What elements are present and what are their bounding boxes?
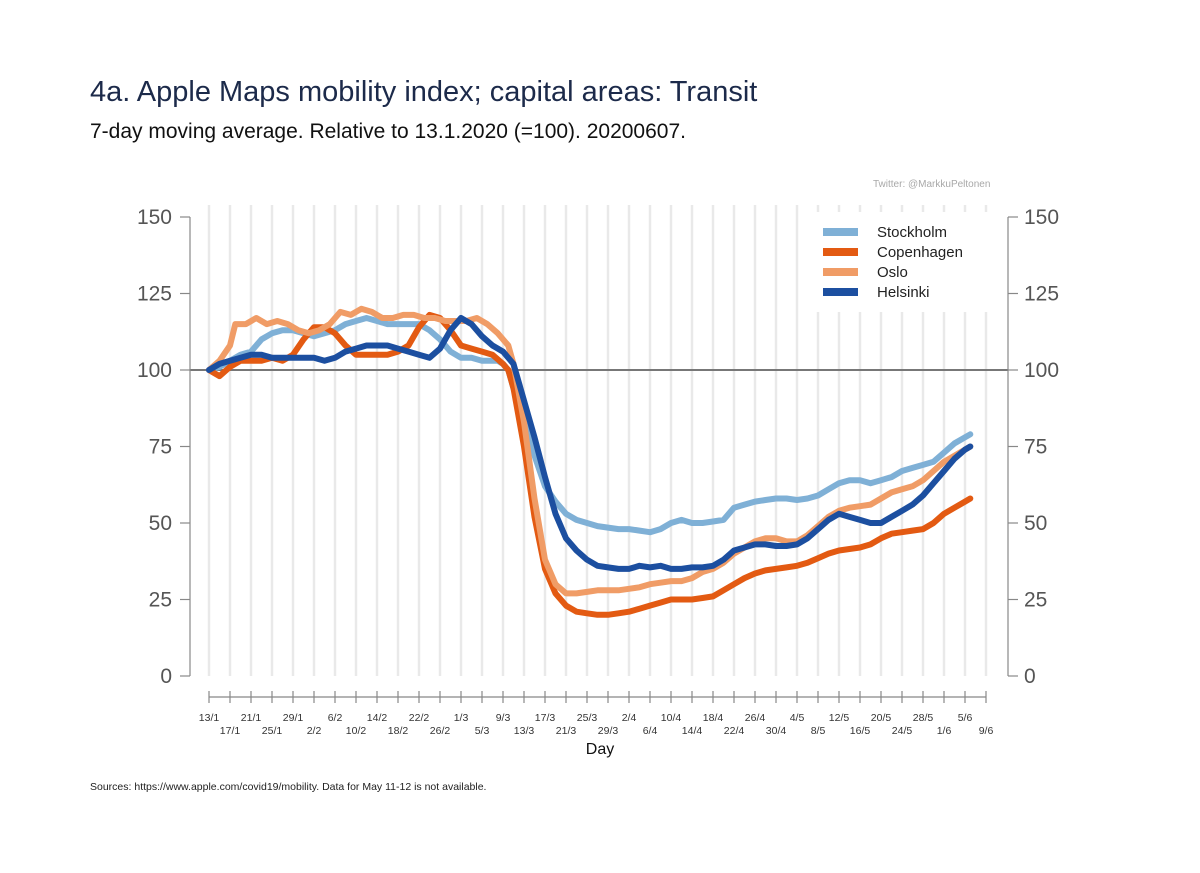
x-tick-label-upper: 4/5: [790, 712, 805, 724]
x-tick-label-lower: 14/4: [682, 725, 703, 737]
x-tick-label-lower: 10/2: [346, 725, 367, 737]
x-tick-label-upper: 6/2: [328, 712, 343, 724]
x-tick-label-upper: 20/5: [871, 712, 892, 724]
x-tick-label-lower: 6/4: [643, 725, 658, 737]
y-tick-label-left: 125: [137, 283, 172, 306]
x-tick-label-lower: 16/5: [850, 725, 871, 737]
series-line-oslo: [206, 305, 974, 597]
x-tick-label-lower: 2/2: [307, 725, 322, 737]
x-tick-label-lower: 22/4: [724, 725, 745, 737]
x-tick-label-upper: 13/1: [199, 712, 220, 724]
series-line-copenhagen: [206, 311, 974, 618]
x-tick-label-upper: 21/1: [241, 712, 262, 724]
x-axis-title: Day: [586, 741, 614, 758]
chart-subtitle: 7-day moving average. Relative to 13.1.2…: [90, 120, 686, 143]
x-tick-label-lower: 25/1: [262, 725, 283, 737]
x-tick-label-upper: 9/3: [496, 712, 511, 724]
x-tick-label-upper: 29/1: [283, 712, 304, 724]
x-tick-label-lower: 26/2: [430, 725, 451, 737]
legend-label-copenhagen: Copenhagen: [877, 244, 963, 261]
legend-swatch-stockholm: [823, 228, 858, 236]
x-tick-label-upper: 22/2: [409, 712, 430, 724]
y-tick-label-left: 0: [160, 665, 172, 688]
y-tick-label-left: 100: [137, 359, 172, 382]
x-tick-label-lower: 1/6: [937, 725, 952, 737]
x-tick-label-upper: 28/5: [913, 712, 934, 724]
series-line-stockholm: [206, 315, 974, 536]
y-tick-label-right: 100: [1024, 359, 1059, 382]
chart-series: [206, 305, 974, 618]
x-tick-label-lower: 29/3: [598, 725, 619, 737]
x-tick-label-lower: 24/5: [892, 725, 913, 737]
x-tick-label-lower: 30/4: [766, 725, 787, 737]
x-tick-label-lower: 8/5: [811, 725, 826, 737]
source-note: Sources: https://www.apple.com/covid19/m…: [90, 781, 487, 793]
series-line-helsinki: [206, 315, 974, 572]
x-tick-label-upper: 14/2: [367, 712, 388, 724]
x-tick-label-lower: 5/3: [475, 725, 490, 737]
legend-swatch-oslo: [823, 268, 858, 276]
legend-label-oslo: Oslo: [877, 264, 908, 281]
chart-axis-labels: Day: [586, 741, 614, 758]
y-tick-label-right: 50: [1024, 512, 1047, 535]
x-tick-label-upper: 5/6: [958, 712, 973, 724]
y-tick-label-right: 75: [1024, 436, 1047, 459]
x-tick-label-lower: 18/2: [388, 725, 409, 737]
y-tick-label-left: 75: [149, 436, 172, 459]
x-tick-label-upper: 25/3: [577, 712, 598, 724]
y-tick-label-right: 150: [1024, 206, 1059, 229]
chart-title: 4a. Apple Maps mobility index; capital a…: [90, 76, 758, 108]
chart-axes: 0 0 25 25 50 50 75 75 100 100 125 125 150 150 13/1 21/1…: [137, 206, 1059, 737]
twitter-credit: Twitter: @MarkkuPeltonen: [873, 179, 991, 190]
y-tick-label-left: 50: [149, 512, 172, 535]
x-tick-label-lower: 9/6: [979, 725, 994, 737]
x-tick-label-lower: 21/3: [556, 725, 577, 737]
x-tick-label-upper: 17/3: [535, 712, 556, 724]
legend-label-stockholm: Stockholm: [877, 224, 947, 241]
x-tick-label-lower: 17/1: [220, 725, 241, 737]
x-tick-label-upper: 12/5: [829, 712, 850, 724]
y-tick-label-right: 25: [1024, 589, 1047, 612]
x-tick-label-upper: 10/4: [661, 712, 682, 724]
y-tick-label-left: 25: [149, 589, 172, 612]
x-tick-label-lower: 13/3: [514, 725, 535, 737]
x-tick-label-upper: 2/4: [622, 712, 637, 724]
y-tick-label-right: 125: [1024, 283, 1059, 306]
chart-legend: Stockholm Copenhagen Oslo Helsinki: [812, 212, 998, 312]
legend-swatch-copenhagen: [823, 248, 858, 256]
x-tick-label-upper: 18/4: [703, 712, 724, 724]
x-tick-label-upper: 1/3: [454, 712, 469, 724]
legend-swatch-helsinki: [823, 288, 858, 296]
legend-label-helsinki: Helsinki: [877, 284, 930, 301]
x-tick-label-upper: 26/4: [745, 712, 766, 724]
y-tick-label-right: 0: [1024, 665, 1036, 688]
y-tick-label-left: 150: [137, 206, 172, 229]
